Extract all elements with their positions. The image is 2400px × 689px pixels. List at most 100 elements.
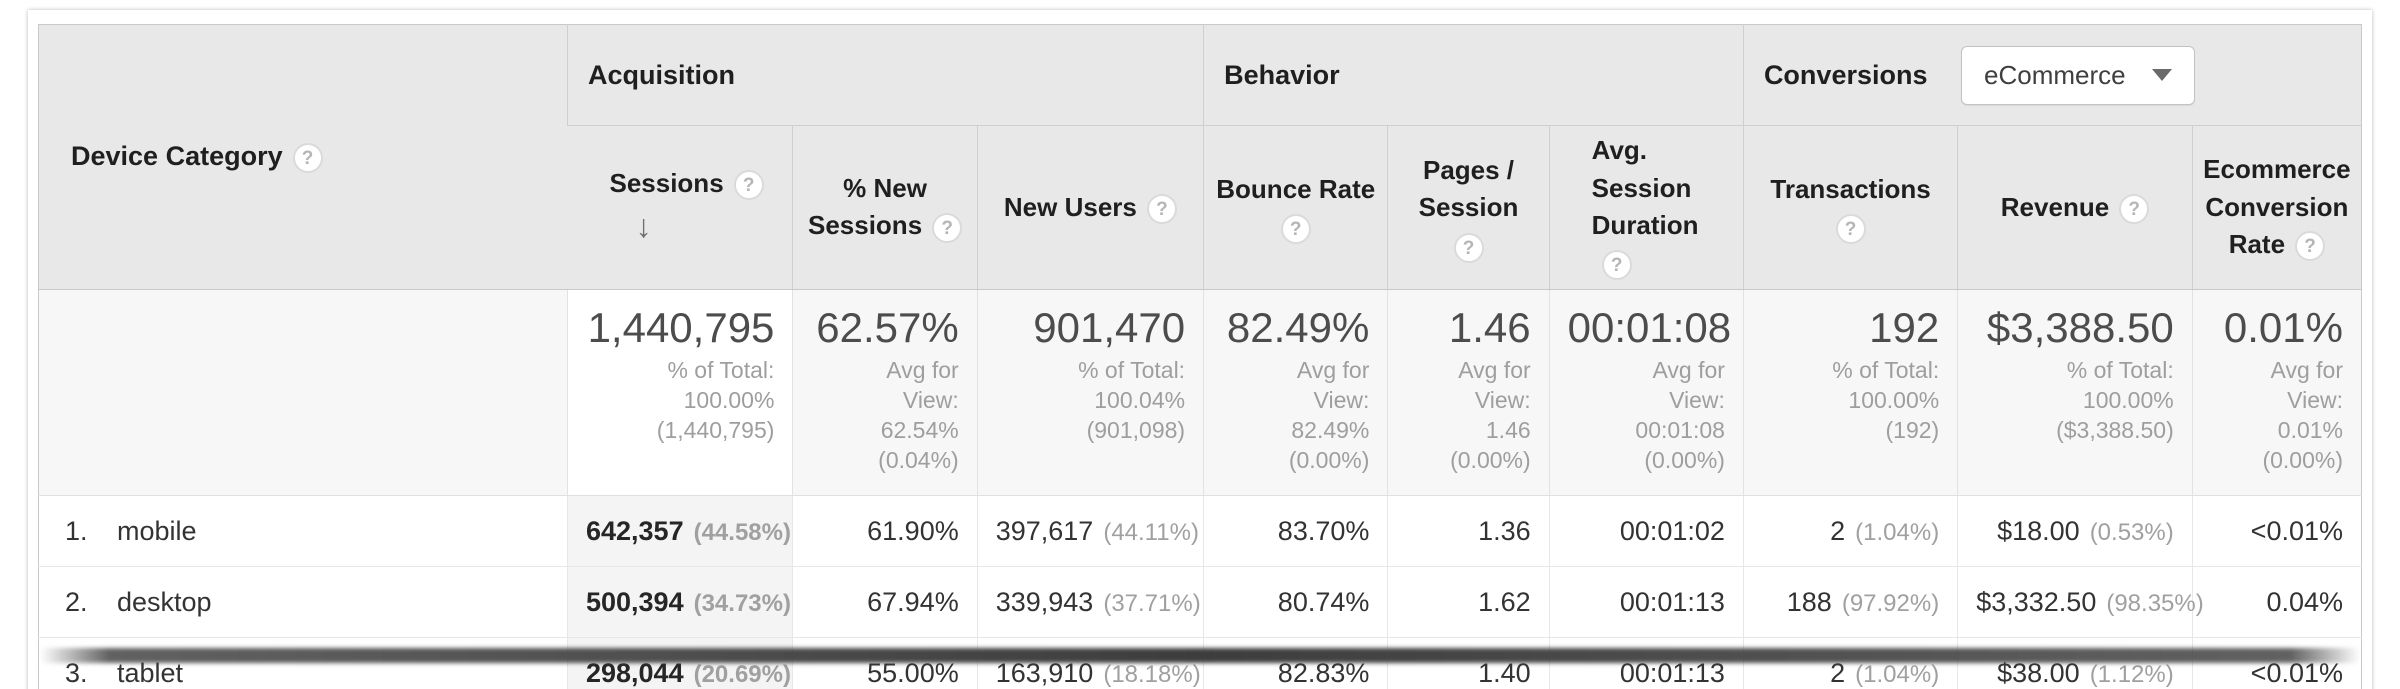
sort-descending-icon: ↓ bbox=[635, 208, 652, 245]
new-users-cell: 339,943 (37.71%) bbox=[976, 566, 1204, 639]
row-index: 2. bbox=[65, 586, 88, 617]
cell-percent: (37.71%) bbox=[1103, 589, 1201, 617]
summary-ecommerce-conversion-rate: 0.01% Avg for View: 0.01% (0.00%) bbox=[2191, 289, 2362, 497]
column-header-revenue[interactable]: Revenue? bbox=[1957, 125, 2193, 290]
help-icon[interactable]: ? bbox=[1835, 214, 1866, 245]
summary-value: 82.49% bbox=[1226, 303, 1370, 351]
summary-note: Avg for View: 82.49% (0.00%) bbox=[1288, 356, 1370, 473]
ecommerce-conversion-rate-cell: <0.01% bbox=[2191, 637, 2362, 689]
pages-session-cell: 1.40 bbox=[1387, 637, 1550, 689]
dropdown-value: eCommerce bbox=[1984, 59, 2126, 90]
help-icon[interactable]: ? bbox=[1280, 214, 1311, 245]
table-row: 3. tablet 298,044 (20.69%) 55.00% 163,910(… bbox=[38, 637, 2362, 689]
help-icon[interactable]: ? bbox=[2295, 231, 2326, 262]
dimension-cell: 3. tablet bbox=[38, 637, 568, 689]
cell-percent: (0.53%) bbox=[2089, 518, 2174, 546]
transactions-cell: 2 (1.04%) bbox=[1742, 637, 1958, 689]
cell-value: 1.62 bbox=[1478, 586, 1531, 617]
summary-new-users: 901,470 % of Total: 100.04% (901,098) bbox=[976, 289, 1204, 497]
column-header-new-sessions-pct[interactable]: % New Sessions? bbox=[792, 125, 978, 290]
cell-value: 2 bbox=[1830, 657, 1846, 688]
revenue-cell: $18.00 (0.53%) bbox=[1957, 495, 2193, 568]
cell-value: 83.70% bbox=[1277, 515, 1370, 546]
summary-value: 00:01:08 bbox=[1567, 303, 1732, 351]
column-label: Ecommerce Conversion Rate bbox=[2203, 153, 2351, 260]
summary-note: % of Total: 100.00% (1,440,795) bbox=[656, 356, 775, 443]
row-label: mobile bbox=[117, 515, 197, 546]
cell-value: 188 bbox=[1786, 586, 1832, 617]
report-table-card: Device Category? Acquisition Behavior Co… bbox=[28, 10, 2372, 689]
column-header-ecommerce-conversion-rate[interactable]: Ecommerce Conversion Rate? bbox=[2191, 125, 2362, 290]
avg-session-duration-cell: 00:01:13 bbox=[1548, 566, 1744, 639]
column-label: Transactions bbox=[1770, 173, 1931, 204]
column-label: Revenue bbox=[2000, 191, 2110, 222]
summary-note: Avg for View: 1.46 (0.00%) bbox=[1450, 356, 1531, 473]
cell-value: 1.36 bbox=[1478, 515, 1531, 546]
summary-transactions: 192 % of Total: 100.00% (192) bbox=[1742, 289, 1958, 497]
avg-session-duration-cell: 00:01:13 bbox=[1548, 637, 1744, 689]
column-header-new-users[interactable]: New Users? bbox=[976, 125, 1204, 290]
cell-value: 67.94% bbox=[867, 586, 959, 617]
section-label: Conversions bbox=[1763, 59, 1928, 90]
table-row: 2. desktop 500,394 (34.73%) 67.94% 339,943… bbox=[38, 566, 2362, 639]
pages-session-cell: 1.36 bbox=[1387, 495, 1550, 568]
dimension-header-device-category[interactable]: Device Category? bbox=[38, 24, 568, 290]
summary-new-sessions-pct: 62.57% Avg for View: 62.54% (0.04%) bbox=[792, 289, 978, 497]
cell-value: 642,357 bbox=[585, 515, 684, 546]
summary-value: 192 bbox=[1869, 303, 1940, 351]
column-header-avg-session-duration[interactable]: Avg. Session Duration? bbox=[1548, 125, 1744, 290]
column-header-transactions[interactable]: Transactions ? bbox=[1742, 125, 1958, 290]
summary-note: % of Total: 100.04% (901,098) bbox=[1078, 356, 1186, 443]
cell-value: $3,332.50 bbox=[1976, 586, 2097, 617]
column-label: Avg. Session Duration bbox=[1591, 135, 1699, 241]
section-label: Acquisition bbox=[587, 59, 735, 90]
section-header-acquisition: Acquisition bbox=[566, 24, 1204, 126]
section-header-conversions: Conversions eCommerce bbox=[1742, 24, 2362, 126]
cell-percent: (20.69%) bbox=[693, 660, 791, 688]
help-icon[interactable]: ? bbox=[932, 212, 963, 243]
bounce-rate-cell: 80.74% bbox=[1203, 566, 1388, 639]
row-index: 1. bbox=[65, 515, 88, 546]
cell-value: 00:01:02 bbox=[1619, 515, 1725, 546]
cell-value: 500,394 bbox=[585, 586, 684, 617]
help-icon[interactable]: ? bbox=[733, 170, 764, 201]
section-label: Behavior bbox=[1224, 59, 1340, 90]
summary-pages-session: 1.46 Avg for View: 1.46 (0.00%) bbox=[1387, 289, 1550, 497]
cell-value: 2 bbox=[1830, 515, 1846, 546]
row-index: 3. bbox=[65, 657, 88, 688]
table-row: 1. mobile 642,357 (44.58%) 61.90% 397,617 (… bbox=[38, 495, 2362, 568]
column-label: Pages / Session bbox=[1418, 154, 1519, 223]
cell-value: 0.04% bbox=[2266, 586, 2343, 617]
sessions-cell: 500,394 (34.73%) bbox=[566, 566, 793, 639]
cell-percent: (44.58%) bbox=[693, 518, 791, 546]
column-header-bounce-rate[interactable]: Bounce Rate ? bbox=[1203, 125, 1388, 290]
help-icon[interactable]: ? bbox=[292, 142, 323, 173]
row-label: desktop bbox=[117, 586, 212, 617]
help-icon[interactable]: ? bbox=[2119, 193, 2150, 224]
column-header-pages-session[interactable]: Pages / Session ? bbox=[1387, 125, 1550, 290]
caret-down-icon bbox=[2151, 69, 2172, 81]
ecommerce-conversion-rate-cell: <0.01% bbox=[2191, 495, 2362, 568]
summary-revenue: $3,388.50 % of Total: 100.00% ($3,388.50… bbox=[1957, 289, 2193, 497]
dimension-header-label: Device Category bbox=[71, 140, 283, 171]
cell-percent: (18.18%) bbox=[1103, 660, 1201, 688]
summary-avg-session-duration: 00:01:08 Avg for View: 00:01:08 (0.00%) bbox=[1548, 289, 1744, 497]
ecommerce-conversion-rate-cell: 0.04% bbox=[2191, 566, 2362, 639]
cell-value: <0.01% bbox=[2250, 515, 2343, 546]
transactions-cell: 188 (97.92%) bbox=[1742, 566, 1958, 639]
summary-value: 0.01% bbox=[2223, 303, 2343, 351]
transactions-cell: 2 (1.04%) bbox=[1742, 495, 1958, 568]
new-sessions-pct-cell: 67.94% bbox=[792, 566, 978, 639]
help-icon[interactable]: ? bbox=[1146, 193, 1177, 224]
column-header-sessions[interactable]: Sessions ? ↓ bbox=[567, 125, 793, 290]
new-sessions-pct-cell: 61.90% bbox=[792, 495, 978, 568]
conversions-goal-dropdown[interactable]: eCommerce bbox=[1961, 45, 2195, 105]
help-icon[interactable]: ? bbox=[1453, 233, 1484, 264]
cell-value: $18.00 bbox=[1997, 515, 2080, 546]
summary-note: Avg for View: 62.54% (0.04%) bbox=[878, 356, 959, 473]
summary-dimension-cell bbox=[38, 289, 568, 497]
section-header-behavior: Behavior bbox=[1203, 24, 1744, 126]
help-icon[interactable]: ? bbox=[1601, 250, 1632, 281]
bounce-rate-cell: 82.83% bbox=[1203, 637, 1388, 689]
